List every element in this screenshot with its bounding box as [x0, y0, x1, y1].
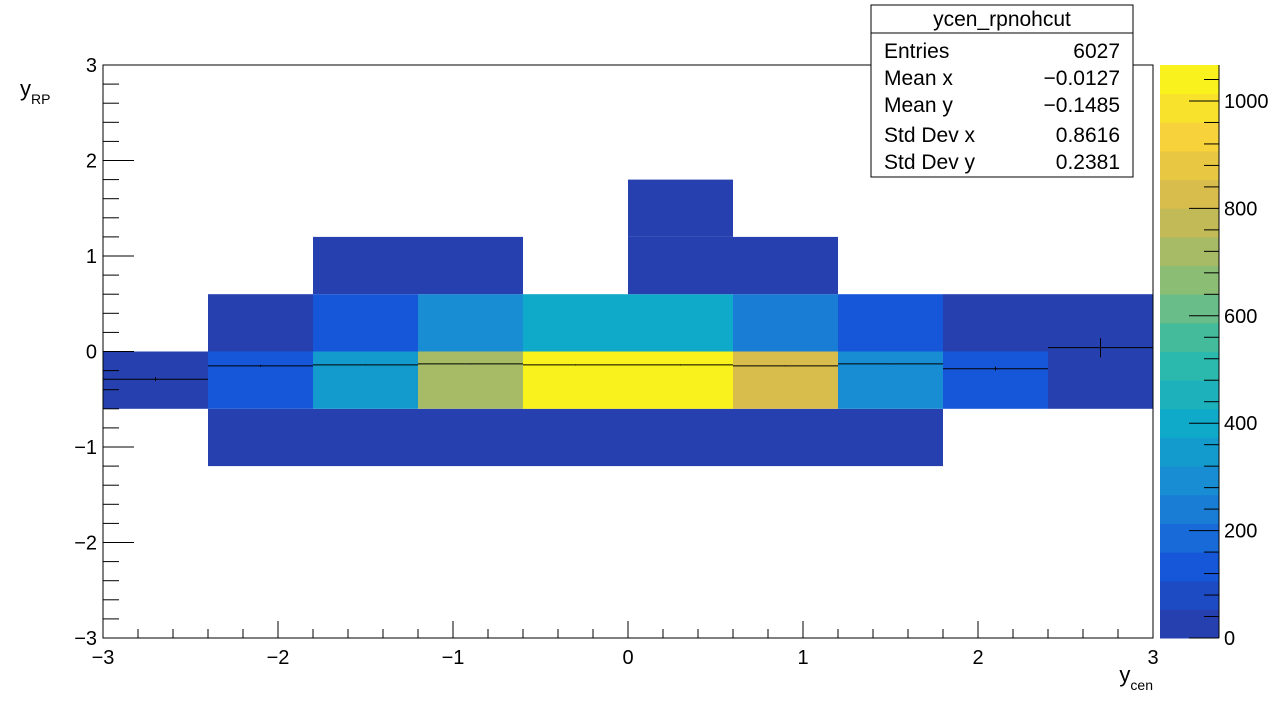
heatmap-cell: [1048, 351, 1153, 409]
x-tick-label: −3: [92, 647, 115, 669]
color-scale-level: [1160, 179, 1219, 209]
profile-point: [733, 365, 838, 367]
x-tick-label: 1: [797, 647, 808, 669]
heatmap-cell: [838, 408, 943, 467]
x-axis-title: ycen: [1119, 662, 1153, 693]
heatmap-cell: [313, 351, 418, 409]
heatmap-cell: [628, 179, 733, 237]
heatmap-cell: [418, 351, 523, 409]
stats-row-value: 0.8616: [1056, 124, 1120, 147]
stats-box-title: ycen_rpnohcut: [933, 8, 1071, 31]
stats-row-label: Std Dev y: [884, 151, 976, 174]
profile-point: [208, 364, 313, 367]
heatmap-cell: [523, 351, 628, 409]
stats-box: ycen_rpnohcut Entries 6027 Mean x −0.0127 Me…: [870, 4, 1134, 178]
heatmap-cell: [418, 236, 523, 295]
stats-row-value: −0.0127: [1044, 67, 1121, 90]
stats-row-value: 6027: [1073, 40, 1120, 63]
color-scale-tick-label: 200: [1224, 521, 1257, 543]
heatmap-cell: [313, 236, 418, 295]
y-tick-label: 1: [86, 246, 97, 268]
color-scale-level: [1160, 523, 1219, 553]
y-axis: −3 −2 −1 0 1 2 3: [74, 55, 134, 650]
stats-row-label: Entries: [884, 40, 949, 63]
heatmap-cell: [523, 294, 628, 352]
color-scale-level: [1160, 466, 1219, 496]
heatmap-cell: [313, 408, 418, 467]
heatmap-cell: [418, 294, 523, 352]
profile-point: [838, 363, 943, 365]
heatmap-cell: [208, 351, 313, 409]
profile-point: [943, 366, 1048, 371]
x-tick-label: 2: [972, 647, 983, 669]
heatmap-cell: [523, 408, 628, 467]
heatmap-cell: [838, 294, 943, 352]
color-scale-level: [1160, 122, 1219, 152]
heatmap-cell: [733, 351, 838, 409]
stats-row-value: −0.1485: [1044, 94, 1121, 117]
heatmap-cell: [313, 294, 418, 352]
heatmap-cell: [943, 351, 1048, 409]
profile-markers: [103, 338, 1153, 382]
y-axis-title-sub: RP: [31, 91, 50, 107]
stats-box-frame: [870, 4, 1134, 178]
x-tick-label: −2: [267, 647, 290, 669]
color-scale-level: [1160, 93, 1219, 123]
y-tick-label: 2: [86, 151, 97, 173]
heatmap-cell: [628, 236, 733, 295]
x-tick-label: −1: [442, 647, 465, 669]
color-scale-tick-label: 800: [1224, 198, 1257, 220]
heatmap-cell: [418, 408, 523, 467]
color-scale-tick-label: 400: [1224, 413, 1257, 435]
heatmap-cell: [733, 294, 838, 352]
heatmap-cell: [628, 408, 733, 467]
color-scale-level: [1160, 437, 1219, 467]
profile-point: [313, 364, 418, 366]
profile-point: [628, 364, 733, 366]
color-scale-bar: 0 200 400 600 800 1000: [1160, 65, 1269, 650]
stats-row-label: Mean y: [884, 94, 953, 117]
profile-point: [523, 364, 628, 366]
y-tick-label: −1: [74, 437, 97, 459]
heatmap-cell: [208, 294, 313, 352]
heatmap-cells: [103, 179, 1153, 467]
profile-point: [1048, 338, 1153, 358]
heatmap-cell: [838, 351, 943, 409]
y-tick-label: 0: [86, 342, 97, 364]
color-scale-level: [1160, 351, 1219, 381]
y-axis-title-main: y: [20, 76, 31, 101]
color-scale-tick-label: 0: [1224, 628, 1235, 650]
y-tick-label: −2: [74, 533, 97, 555]
color-scale-level: [1160, 265, 1219, 295]
y-axis-title: yRP: [20, 76, 50, 107]
y-tick-label: 3: [86, 55, 97, 77]
profile-point: [418, 363, 523, 365]
stats-row-value: 0.2381: [1056, 151, 1120, 174]
y-tick-label: −3: [74, 628, 97, 650]
heatmap-cell: [628, 351, 733, 409]
color-scale-tick-label: 600: [1224, 306, 1257, 328]
x-axis-title-main: y: [1119, 662, 1130, 687]
color-scale-level: [1160, 380, 1219, 410]
stats-row-label: Mean x: [884, 67, 953, 90]
heatmap-cell: [943, 294, 1048, 352]
color-scale-level: [1160, 208, 1219, 238]
heatmap-cell: [733, 236, 838, 295]
stats-row-label: Std Dev x: [884, 124, 976, 147]
heatmap-cell: [208, 408, 313, 467]
stats-box-rows: Entries 6027 Mean x −0.0127 Mean y −0.1485 Std…: [884, 40, 1120, 174]
color-scale-level: [1160, 294, 1219, 324]
x-tick-label: 0: [622, 647, 633, 669]
x-tick-label: 3: [1147, 647, 1158, 669]
x-axis: −3 −2 −1 0 1 2 3: [92, 621, 1159, 669]
heatmap-cell: [628, 294, 733, 352]
x-axis-title-sub: cen: [1130, 677, 1153, 693]
color-scale-tick-label: 1000: [1224, 91, 1269, 113]
color-scale-level: [1160, 552, 1219, 582]
profile-point: [103, 377, 208, 382]
color-scale-level: [1160, 609, 1219, 639]
heatmap-cell: [733, 408, 838, 467]
